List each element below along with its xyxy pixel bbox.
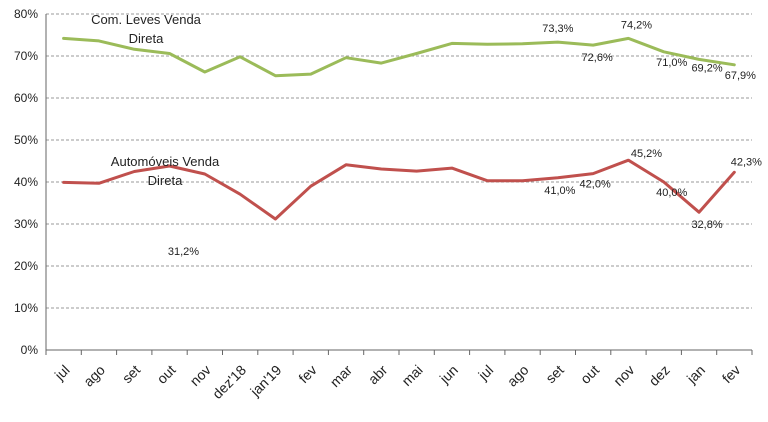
x-tick-label: abr — [365, 361, 391, 387]
data-label: 45,2% — [631, 148, 662, 160]
x-tick-label: jun — [436, 362, 461, 387]
data-label: 67,9% — [725, 70, 756, 82]
x-tick-label: jul — [51, 362, 73, 384]
data-label: 74,2% — [621, 19, 652, 31]
series-line-com-leves — [62, 36, 736, 78]
data-label: 69,2% — [691, 62, 722, 74]
y-axis-ticks: 0% 10% 20% 30% 40% 50% 60% 70% 80% — [14, 7, 38, 357]
x-tick-label: out — [154, 362, 179, 387]
series-names: Com. Leves Venda Direta Automóveis Venda Di… — [91, 12, 220, 188]
y-tick-label: 0% — [21, 343, 39, 357]
gridlines — [46, 13, 752, 309]
y-tick-label: 60% — [14, 91, 38, 105]
x-tick-label: set — [119, 362, 144, 387]
y-tick-label: 40% — [14, 175, 38, 189]
x-tick-label: ago — [80, 362, 108, 390]
x-tick-label: mar — [327, 362, 356, 391]
data-label: 41,0% — [544, 185, 575, 197]
y-tick-label: 30% — [14, 217, 38, 231]
data-label: 40,0% — [656, 187, 687, 199]
series-name-label: Automóveis Venda — [111, 154, 220, 169]
data-label: 42,0% — [580, 179, 611, 191]
x-tick-label: mai — [398, 362, 425, 389]
y-tick-label: 10% — [14, 301, 38, 315]
series-line-automoveis — [62, 158, 736, 221]
data-label: 31,2% — [168, 246, 199, 258]
data-labels: 73,3% 72,6% 74,2% 71,0% 69,2%67,9% 31,2% 41,0%… — [168, 19, 762, 258]
series-name-label: Com. Leves Venda — [91, 12, 202, 27]
x-tick-label: jan'19 — [246, 362, 284, 400]
x-tick-label: dez'18 — [209, 362, 249, 402]
data-label: 42,3% — [731, 156, 762, 168]
x-tick-label: set — [542, 362, 567, 387]
x-tick-label: dez — [646, 362, 673, 389]
x-tick-label: fev — [295, 362, 320, 387]
x-tick-label: jan — [683, 362, 708, 387]
data-label: 73,3% — [542, 23, 573, 35]
series-name-label: Direta — [129, 31, 164, 46]
axes — [45, 14, 753, 355]
x-tick-label: nov — [610, 362, 637, 389]
y-tick-label: 50% — [14, 133, 38, 147]
x-tick-label: fev — [719, 362, 744, 387]
data-label: 32,8% — [691, 219, 722, 231]
y-tick-label: 80% — [14, 7, 38, 21]
data-label: 72,6% — [582, 52, 613, 64]
x-tick-label: jul — [474, 362, 496, 384]
x-tick-label: nov — [187, 362, 214, 389]
series-lines — [62, 36, 736, 221]
y-tick-label: 70% — [14, 49, 38, 63]
y-tick-label: 20% — [14, 259, 38, 273]
x-tick-label: ago — [504, 362, 532, 390]
series-name-label: Direta — [148, 173, 183, 188]
x-tick-label: out — [577, 362, 602, 387]
data-label: 71,0% — [656, 57, 687, 69]
